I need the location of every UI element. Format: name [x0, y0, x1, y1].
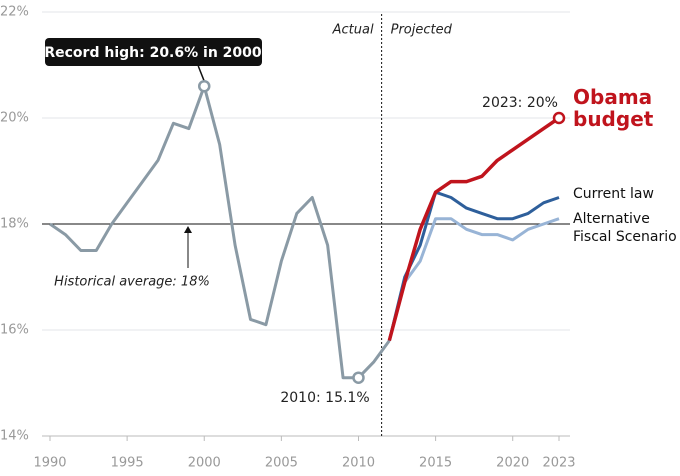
- annotation-pointer: [197, 65, 205, 82]
- y-tick-label: 18%: [0, 217, 29, 232]
- annotation-box: [45, 38, 262, 66]
- arrow-head: [184, 226, 192, 233]
- y-tick-label: 20%: [0, 111, 29, 126]
- annotation: 2023: 20%: [482, 95, 558, 111]
- y-tick-label: 22%: [0, 5, 29, 20]
- series-line: [49, 84, 391, 380]
- divider-label: Actual: [332, 23, 374, 38]
- point-marker: [552, 111, 566, 125]
- point-marker: [352, 371, 365, 384]
- x-tick-label: 1990: [33, 456, 66, 471]
- x-tick-label: 2020: [496, 456, 529, 471]
- annotation: Historical average: 18%: [54, 275, 210, 290]
- y-tick-label: 16%: [0, 323, 29, 338]
- series-line: [387, 116, 560, 342]
- x-tick-label: 2000: [188, 456, 221, 471]
- series-line: [387, 217, 560, 341]
- point-marker: [197, 79, 211, 93]
- series-line: [387, 190, 560, 341]
- legend-label: Alternative Fiscal Scenario: [573, 211, 677, 245]
- legend-label: Obama budget: [573, 85, 654, 131]
- x-tick-label: 1995: [111, 456, 144, 471]
- x-tick-label: 2023: [542, 456, 575, 471]
- legend-label: Current law: [573, 186, 654, 202]
- annotation: 2010: 15.1%: [280, 390, 369, 406]
- annotation: Record high: 20.6% in 2000: [44, 45, 262, 61]
- x-tick-label: 2010: [342, 456, 375, 471]
- x-tick-label: 2015: [419, 456, 452, 471]
- y-tick-label: 14%: [0, 429, 29, 444]
- divider-label: Projected: [391, 23, 453, 38]
- x-tick-label: 2005: [265, 456, 298, 471]
